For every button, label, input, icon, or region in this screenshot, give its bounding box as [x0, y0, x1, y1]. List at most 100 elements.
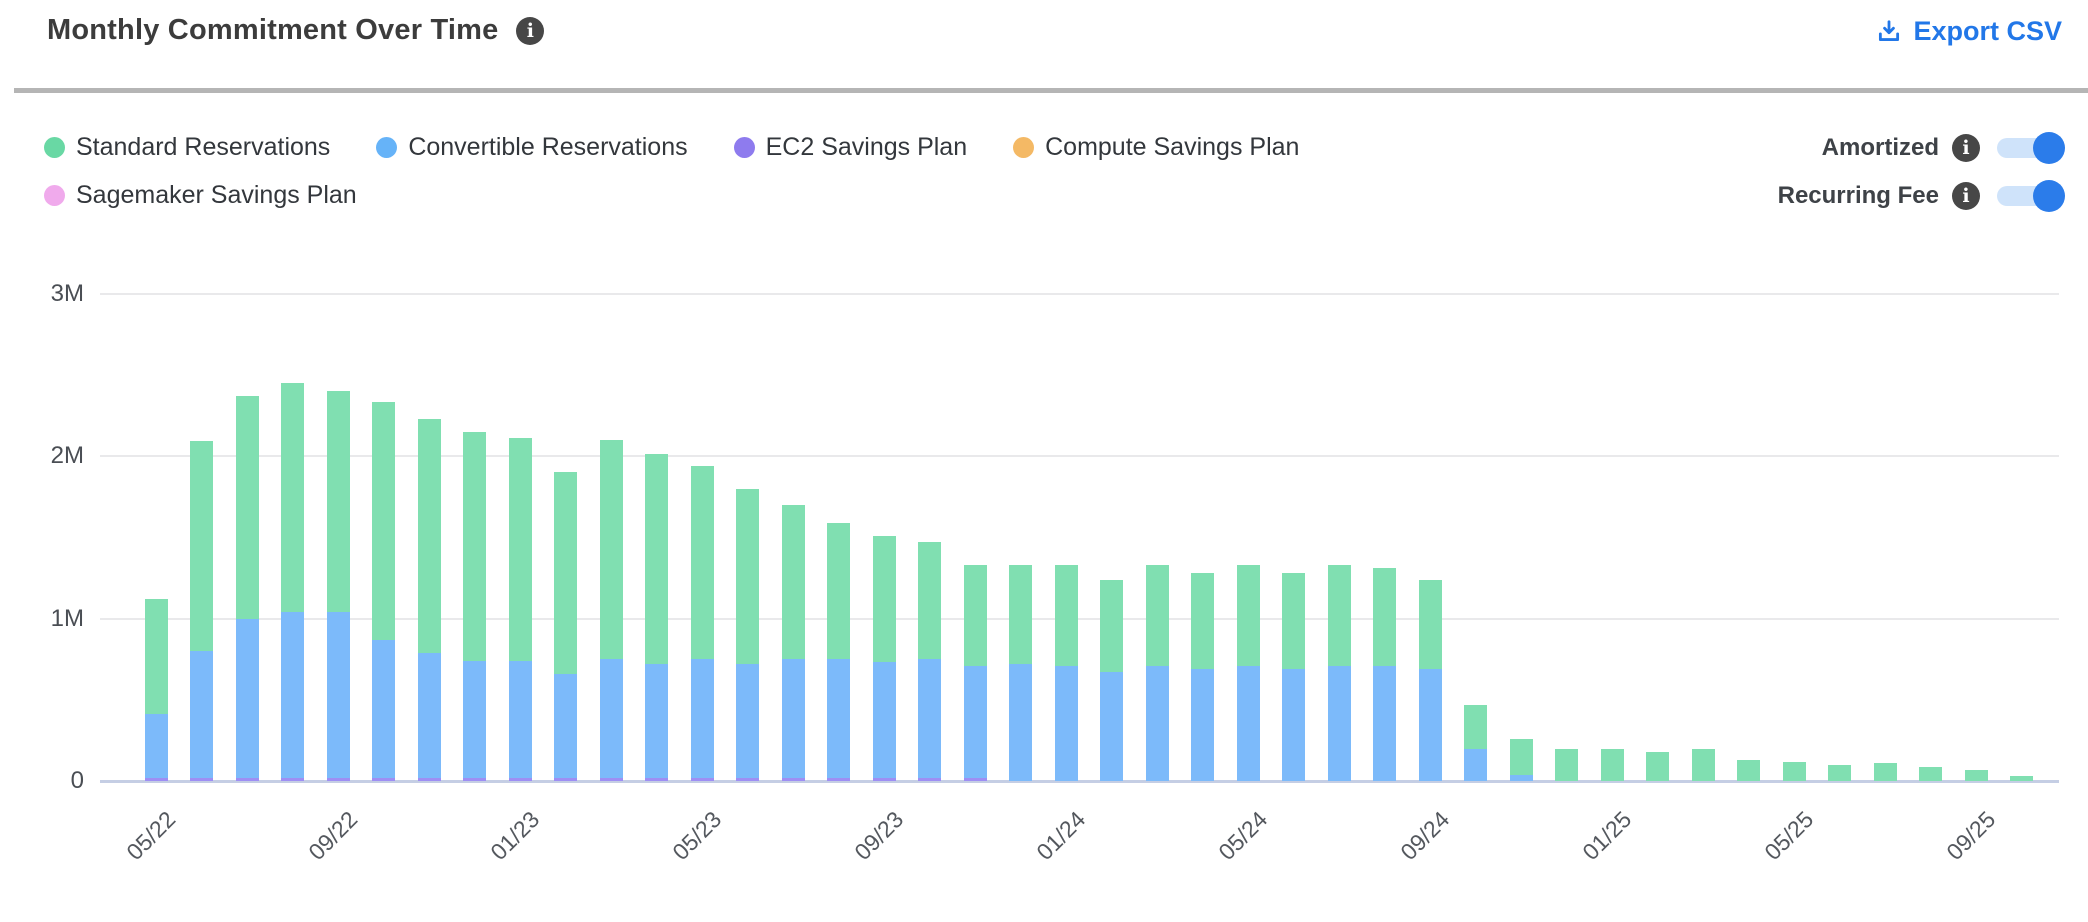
- bar-segment-convertible-reservations-06/22[interactable]: [190, 651, 213, 778]
- bar-segment-standard-reservations-04/24[interactable]: [1191, 573, 1214, 669]
- legend-item-standard-reservations[interactable]: Standard Reservations: [44, 133, 330, 161]
- bar-segment-convertible-reservations-11/24[interactable]: [1509, 774, 1533, 781]
- bar-segment-ec2-savings-plan-04/23[interactable]: [645, 777, 668, 781]
- bar-segment-standard-reservations-05/23[interactable]: [690, 465, 714, 660]
- bar-segment-ec2-savings-plan-08/23[interactable]: [827, 777, 850, 781]
- bar-segment-ec2-savings-plan-07/23[interactable]: [781, 777, 805, 781]
- amortized-toggle[interactable]: [1997, 132, 2065, 164]
- bar-segment-convertible-reservations-03/24[interactable]: [1145, 665, 1169, 781]
- bar-segment-standard-reservations-07/22[interactable]: [235, 395, 259, 619]
- bar-segment-standard-reservations-09/22[interactable]: [326, 391, 350, 612]
- bar-segment-ec2-savings-plan-05/23[interactable]: [690, 777, 714, 781]
- bar-segment-standard-reservations-08/22[interactable]: [281, 382, 304, 612]
- bar-segment-standard-reservations-03/25[interactable]: [1691, 748, 1715, 781]
- bar-segment-convertible-reservations-07/24[interactable]: [1327, 665, 1351, 781]
- bar-segment-ec2-savings-plan-09/22[interactable]: [326, 777, 350, 781]
- bar-segment-standard-reservations-06/25[interactable]: [1828, 764, 1851, 781]
- bar-segment-standard-reservations-08/23[interactable]: [827, 522, 850, 660]
- legend-item-convertible-reservations[interactable]: Convertible Reservations: [376, 133, 688, 161]
- bar-segment-ec2-savings-plan-11/22[interactable]: [417, 777, 441, 781]
- bar-segment-convertible-reservations-08/23[interactable]: [827, 659, 850, 778]
- info-icon[interactable]: i: [1952, 134, 1980, 162]
- bar-segment-standard-reservations-09/25[interactable]: [1964, 770, 1988, 781]
- bar-segment-standard-reservations-09/23[interactable]: [872, 535, 896, 663]
- bar-segment-standard-reservations-01/24[interactable]: [1054, 564, 1078, 666]
- bar-segment-standard-reservations-11/23[interactable]: [963, 564, 987, 666]
- bar-segment-standard-reservations-05/24[interactable]: [1236, 564, 1260, 666]
- bar-segment-standard-reservations-12/23[interactable]: [1009, 564, 1032, 664]
- bar-segment-convertible-reservations-02/23[interactable]: [554, 673, 577, 778]
- bar-segment-convertible-reservations-07/23[interactable]: [781, 659, 805, 778]
- bar-segment-convertible-reservations-04/24[interactable]: [1191, 668, 1214, 781]
- bar-segment-convertible-reservations-01/23[interactable]: [508, 660, 532, 778]
- bar-segment-ec2-savings-plan-01/23[interactable]: [508, 777, 532, 781]
- bar-segment-convertible-reservations-08/24[interactable]: [1373, 665, 1396, 781]
- title-info-icon[interactable]: i: [516, 16, 545, 45]
- bar-segment-standard-reservations-01/23[interactable]: [508, 438, 532, 661]
- bar-segment-standard-reservations-05/25[interactable]: [1782, 761, 1806, 781]
- bar-segment-convertible-reservations-10/22[interactable]: [372, 639, 395, 778]
- bar-segment-convertible-reservations-04/23[interactable]: [645, 664, 668, 778]
- bar-segment-standard-reservations-05/22[interactable]: [144, 599, 168, 715]
- bar-segment-ec2-savings-plan-06/23[interactable]: [736, 777, 759, 781]
- bar-segment-ec2-savings-plan-11/23[interactable]: [963, 777, 987, 781]
- bar-segment-standard-reservations-02/25[interactable]: [1646, 751, 1669, 781]
- bar-segment-convertible-reservations-05/22[interactable]: [144, 714, 168, 778]
- bar-segment-convertible-reservations-01/24[interactable]: [1054, 665, 1078, 781]
- bar-segment-ec2-savings-plan-09/23[interactable]: [872, 777, 896, 781]
- bar-segment-standard-reservations-03/24[interactable]: [1145, 564, 1169, 666]
- bar-segment-standard-reservations-11/22[interactable]: [417, 418, 441, 653]
- recurring-fee-toggle[interactable]: [1997, 180, 2065, 212]
- bar-segment-convertible-reservations-12/23[interactable]: [1009, 664, 1032, 781]
- bar-segment-convertible-reservations-07/22[interactable]: [235, 618, 259, 778]
- legend-item-ec2-savings-plan[interactable]: EC2 Savings Plan: [733, 133, 967, 161]
- bar-segment-standard-reservations-10/23[interactable]: [918, 542, 941, 660]
- bar-segment-convertible-reservations-10/23[interactable]: [918, 659, 941, 778]
- bar-segment-standard-reservations-10/24[interactable]: [1464, 704, 1487, 749]
- bar-segment-ec2-savings-plan-10/23[interactable]: [918, 777, 941, 781]
- bar-segment-standard-reservations-09/24[interactable]: [1418, 579, 1442, 669]
- bar-segment-ec2-savings-plan-03/23[interactable]: [599, 777, 623, 781]
- bar-segment-standard-reservations-08/24[interactable]: [1373, 568, 1396, 666]
- bar-segment-standard-reservations-02/24[interactable]: [1100, 579, 1123, 673]
- info-icon[interactable]: i: [1952, 182, 1980, 210]
- bar-segment-standard-reservations-06/22[interactable]: [190, 441, 213, 651]
- bar-segment-standard-reservations-07/25[interactable]: [1873, 763, 1897, 781]
- bar-segment-ec2-savings-plan-05/22[interactable]: [144, 777, 168, 781]
- bar-segment-standard-reservations-07/24[interactable]: [1327, 564, 1351, 666]
- bar-segment-convertible-reservations-12/22[interactable]: [463, 660, 486, 778]
- bar-segment-convertible-reservations-06/23[interactable]: [736, 664, 759, 778]
- bar-segment-convertible-reservations-11/22[interactable]: [417, 652, 441, 778]
- bar-segment-ec2-savings-plan-12/22[interactable]: [463, 777, 486, 781]
- bar-segment-convertible-reservations-11/23[interactable]: [963, 665, 987, 778]
- bar-segment-standard-reservations-08/25[interactable]: [1919, 767, 1942, 781]
- bar-segment-standard-reservations-02/23[interactable]: [554, 472, 577, 674]
- legend-item-compute-savings-plan[interactable]: Compute Savings Plan: [1013, 133, 1299, 161]
- bar-segment-ec2-savings-plan-08/22[interactable]: [281, 777, 304, 781]
- bar-segment-standard-reservations-01/25[interactable]: [1600, 748, 1624, 781]
- bar-segment-convertible-reservations-10/24[interactable]: [1464, 748, 1487, 781]
- bar-segment-convertible-reservations-05/24[interactable]: [1236, 665, 1260, 781]
- bar-segment-standard-reservations-04/23[interactable]: [645, 454, 668, 664]
- bar-segment-standard-reservations-12/22[interactable]: [463, 431, 486, 661]
- bar-segment-ec2-savings-plan-07/22[interactable]: [235, 777, 259, 781]
- bar-segment-convertible-reservations-09/23[interactable]: [872, 662, 896, 778]
- bar-segment-convertible-reservations-09/22[interactable]: [326, 612, 350, 778]
- legend-item-sagemaker-savings-plan[interactable]: Sagemaker Savings Plan: [44, 181, 357, 209]
- bar-segment-standard-reservations-06/23[interactable]: [736, 488, 759, 664]
- bar-segment-standard-reservations-10/22[interactable]: [372, 402, 395, 640]
- bar-segment-standard-reservations-11/24[interactable]: [1509, 738, 1533, 775]
- bar-segment-standard-reservations-12/24[interactable]: [1555, 748, 1578, 781]
- bar-segment-standard-reservations-06/24[interactable]: [1282, 573, 1305, 669]
- bar-segment-convertible-reservations-06/24[interactable]: [1282, 668, 1305, 781]
- bar-segment-convertible-reservations-09/24[interactable]: [1418, 668, 1442, 781]
- bar-segment-ec2-savings-plan-06/22[interactable]: [190, 777, 213, 781]
- bar-segment-convertible-reservations-03/23[interactable]: [599, 659, 623, 778]
- bar-segment-standard-reservations-10/25[interactable]: [2010, 776, 2033, 781]
- bar-segment-convertible-reservations-08/22[interactable]: [281, 612, 304, 778]
- export-csv-button[interactable]: Export CSV: [1875, 16, 2062, 47]
- bar-segment-standard-reservations-04/25[interactable]: [1737, 759, 1760, 781]
- bar-segment-standard-reservations-03/23[interactable]: [599, 439, 623, 660]
- bar-segment-standard-reservations-07/23[interactable]: [781, 504, 805, 660]
- bar-segment-convertible-reservations-05/23[interactable]: [690, 659, 714, 778]
